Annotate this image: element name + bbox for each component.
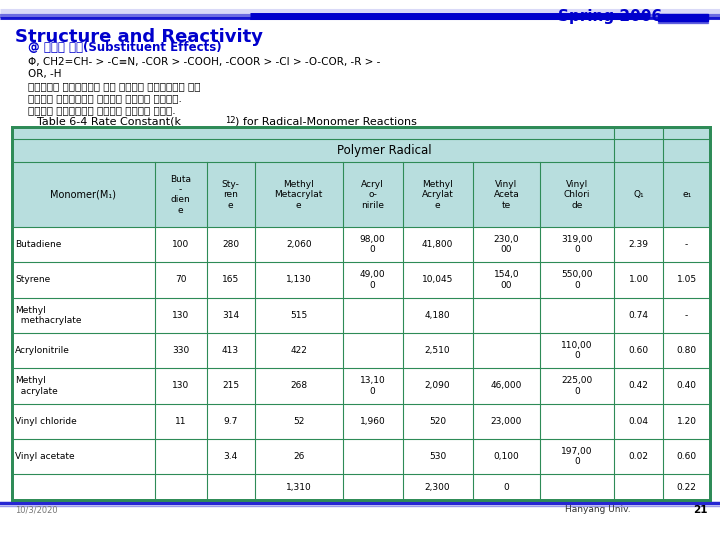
Text: 21: 21	[693, 505, 707, 515]
Text: Methyl
Acrylat
e: Methyl Acrylat e	[422, 180, 454, 210]
Text: 130: 130	[172, 310, 189, 320]
Text: Sty-
ren
e: Sty- ren e	[222, 180, 240, 210]
Text: 1,310: 1,310	[286, 483, 312, 491]
Text: 23,000: 23,000	[490, 417, 522, 426]
Text: 530: 530	[429, 452, 446, 461]
Text: Table 6-4 Rate Constant(k: Table 6-4 Rate Constant(k	[30, 117, 181, 127]
Text: Methyl
  methacrylate: Methyl methacrylate	[15, 306, 81, 325]
Text: 0: 0	[503, 483, 509, 491]
Text: 1.05: 1.05	[677, 275, 697, 285]
Text: Structure and Reactivity: Structure and Reactivity	[15, 28, 263, 46]
Text: -: -	[685, 240, 688, 249]
Text: 268: 268	[290, 381, 307, 390]
Text: 52: 52	[293, 417, 305, 426]
Text: 413: 413	[222, 346, 239, 355]
Text: Q₁: Q₁	[634, 190, 644, 199]
Text: Φ, CH2=CH- > -C≡N, -COR > -COOH, -COOR > -Cl > -O-COR, -R > -: Φ, CH2=CH- > -C≡N, -COR > -COOH, -COOR >…	[28, 57, 380, 67]
Text: 110,00
0: 110,00 0	[562, 341, 593, 360]
Text: 9.7: 9.7	[223, 417, 238, 426]
Text: 모노머의 공명안정성은 모노머의 반응성을 증가시킴.: 모노머의 공명안정성은 모노머의 반응성을 증가시킴.	[28, 93, 182, 103]
Text: 13,10
0: 13,10 0	[360, 376, 385, 396]
Text: 0,100: 0,100	[493, 452, 519, 461]
Text: Methyl
Metacrylat
e: Methyl Metacrylat e	[274, 180, 323, 210]
Text: 215: 215	[222, 381, 239, 390]
Text: 26: 26	[293, 452, 305, 461]
Text: 라디칼의 공명안정성은 라디칼의 반응성이 악화됨.: 라디칼의 공명안정성은 라디칼의 반응성이 악화됨.	[28, 105, 176, 115]
Text: 4,180: 4,180	[425, 310, 450, 320]
Text: 0.22: 0.22	[677, 483, 696, 491]
Text: Butadiene: Butadiene	[15, 240, 61, 249]
Text: Polymer Radical: Polymer Radical	[337, 144, 432, 157]
Text: 0.02: 0.02	[629, 452, 649, 461]
Text: OR, -H: OR, -H	[28, 69, 61, 79]
Text: 515: 515	[290, 310, 307, 320]
Text: Hanyang Univ.: Hanyang Univ.	[565, 505, 631, 515]
Text: 130: 130	[172, 381, 189, 390]
Text: Vinyl acetate: Vinyl acetate	[15, 452, 75, 461]
Text: 0.60: 0.60	[629, 346, 649, 355]
Text: 225,00
0: 225,00 0	[562, 376, 593, 396]
Text: 0.42: 0.42	[629, 381, 649, 390]
Text: 314: 314	[222, 310, 239, 320]
Text: -: -	[685, 310, 688, 320]
Text: 520: 520	[429, 417, 446, 426]
Text: 2,510: 2,510	[425, 346, 450, 355]
Text: Acrylonitrile: Acrylonitrile	[15, 346, 70, 355]
Text: 550,00
0: 550,00 0	[562, 270, 593, 289]
Text: 319,00
0: 319,00 0	[562, 235, 593, 254]
Text: 10,045: 10,045	[422, 275, 453, 285]
Text: 165: 165	[222, 275, 239, 285]
Text: 41,800: 41,800	[422, 240, 453, 249]
Bar	[658, 22, 708, 23]
Text: 0.04: 0.04	[629, 417, 649, 426]
Text: 330: 330	[172, 346, 189, 355]
Text: 46,000: 46,000	[490, 381, 522, 390]
Text: 3.4: 3.4	[223, 452, 238, 461]
Text: 12: 12	[225, 116, 235, 125]
Text: 70: 70	[175, 275, 186, 285]
Text: Spring 2006: Spring 2006	[558, 10, 662, 24]
Text: 230,0
00: 230,0 00	[493, 235, 519, 254]
Text: 422: 422	[290, 346, 307, 355]
Text: 2,300: 2,300	[425, 483, 450, 491]
Text: 1,960: 1,960	[360, 417, 385, 426]
Text: @ 치환기 효과(Substituent Effects): @ 치환기 효과(Substituent Effects)	[28, 41, 222, 54]
Bar	[12, 127, 710, 500]
Text: 280: 280	[222, 240, 239, 249]
Text: 11: 11	[175, 417, 186, 426]
Text: Vinyl chloride: Vinyl chloride	[15, 417, 77, 426]
Text: 197,00
0: 197,00 0	[562, 447, 593, 466]
Text: 1.20: 1.20	[677, 417, 697, 426]
Text: ) for Radical-Monomer Reactions: ) for Radical-Monomer Reactions	[235, 117, 417, 127]
Text: 0.74: 0.74	[629, 310, 649, 320]
Text: Monomer(M₁): Monomer(M₁)	[50, 190, 117, 200]
Text: Buta
-
dien
e: Buta - dien e	[170, 174, 192, 215]
Text: Methyl
  acrylate: Methyl acrylate	[15, 376, 58, 396]
Text: 2,090: 2,090	[425, 381, 450, 390]
Text: 49,00
0: 49,00 0	[360, 270, 385, 289]
Text: 10/3/2020: 10/3/2020	[15, 505, 58, 515]
Text: Vinyl
Aceta
te: Vinyl Aceta te	[493, 180, 519, 210]
Text: 154,0
00: 154,0 00	[493, 270, 519, 289]
Text: Styrene: Styrene	[15, 275, 50, 285]
Text: e₁: e₁	[682, 190, 691, 199]
Text: 100: 100	[172, 240, 189, 249]
Text: 2,060: 2,060	[286, 240, 312, 249]
Text: 1.00: 1.00	[629, 275, 649, 285]
Text: 0.80: 0.80	[677, 346, 697, 355]
Bar	[658, 14, 708, 21]
Text: 1,130: 1,130	[286, 275, 312, 285]
Text: Acryl
o-
nirile: Acryl o- nirile	[361, 180, 384, 210]
Text: 2.39: 2.39	[629, 240, 649, 249]
Bar	[12, 127, 710, 500]
Text: 0.60: 0.60	[677, 452, 697, 461]
Text: 0.40: 0.40	[677, 381, 697, 390]
Text: 치환기들은 공명안정화로 인해 모노머의 상대반응성을 증가: 치환기들은 공명안정화로 인해 모노머의 상대반응성을 증가	[28, 81, 200, 91]
Bar	[12, 227, 710, 500]
Text: 98,00
0: 98,00 0	[360, 235, 385, 254]
Text: Vinyl
Chlori
de: Vinyl Chlori de	[564, 180, 590, 210]
